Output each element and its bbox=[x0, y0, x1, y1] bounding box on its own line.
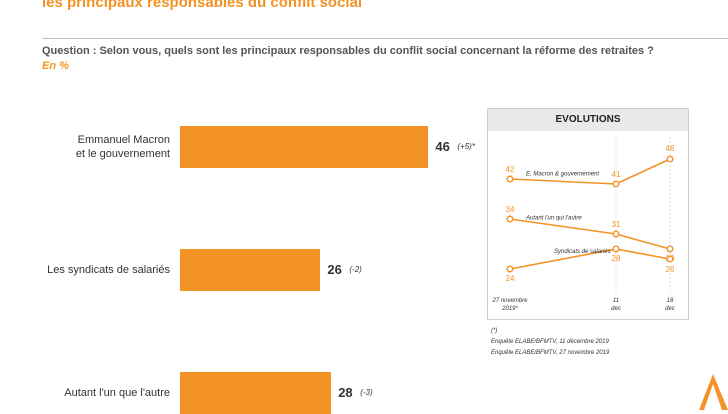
elabe-logo-icon bbox=[699, 374, 728, 410]
bar bbox=[180, 249, 321, 291]
bar-category-label-line: Autant l'un que l'autre bbox=[64, 387, 170, 399]
bar-value-label: 28 bbox=[338, 385, 353, 400]
series-value-label: 34 bbox=[506, 205, 515, 214]
note-asterisk: (*) bbox=[491, 328, 498, 334]
x-tick-label-line: 27 novembre bbox=[491, 298, 528, 304]
title-divider bbox=[42, 38, 728, 39]
note-source-2: Enquête ELABE/BFMTV, 27 novembre 2019 bbox=[491, 350, 610, 356]
x-tick-label-line: dec bbox=[611, 306, 621, 312]
x-tick-label: 27 novembre 2019* bbox=[491, 298, 528, 312]
question-text: Question : Selon vous, quels sont les pr… bbox=[42, 45, 654, 57]
bar-value-label: 46 bbox=[435, 139, 450, 154]
series-name-label: E. Macron & gouvernement bbox=[526, 172, 599, 178]
bar-category-label: Emmanuel Macron et le gouvernement bbox=[35, 133, 170, 161]
series-value-label: 46 bbox=[666, 144, 675, 153]
bar-category-label-line: Emmanuel Macron bbox=[77, 134, 170, 146]
series-value-label: 24 bbox=[506, 274, 515, 283]
series-value-label: 42 bbox=[506, 165, 515, 174]
bar-category-label: Autant l'un que l'autre bbox=[35, 386, 170, 400]
note-source-1: Enquête ELABE/BFMTV, 11 décembre 2019 bbox=[491, 339, 609, 345]
page-title: les principaux responsables du conflit s… bbox=[42, 0, 363, 11]
x-tick-label-line: 18 bbox=[667, 298, 674, 304]
series-value-label: 31 bbox=[612, 220, 621, 229]
series-point bbox=[506, 265, 514, 273]
series-name-label: Syndicats de salariés bbox=[554, 249, 611, 255]
series-point bbox=[506, 215, 514, 223]
x-tick-label-line: 2019* bbox=[501, 306, 518, 312]
bar bbox=[180, 126, 429, 168]
bar-category-label-line: Les syndicats de salariés bbox=[47, 264, 170, 276]
bar-change-label: (+5)* bbox=[457, 142, 475, 151]
series-line bbox=[509, 218, 671, 250]
bar-category-label: Les syndicats de salariés bbox=[35, 263, 170, 277]
x-tick-label: 18 dec bbox=[665, 298, 675, 312]
x-tick-label: 11 dec bbox=[611, 298, 621, 312]
unit-label: En % bbox=[42, 60, 69, 72]
bar-change-label: (-3) bbox=[360, 388, 373, 397]
series-name-label: Autant l'un qui l'autre bbox=[525, 216, 582, 222]
x-tick-label-line: dec bbox=[665, 306, 675, 312]
bar-change-label: (-2) bbox=[349, 265, 362, 274]
bar-value-label: 26 bbox=[327, 262, 342, 277]
bar bbox=[180, 372, 332, 414]
evolution-title: EVOLUTIONS bbox=[488, 109, 688, 131]
series-point bbox=[506, 175, 514, 183]
source-notes: (*) Enquête ELABE/BFMTV, 11 décembre 201… bbox=[491, 326, 609, 359]
bar-category-label-line: et le gouvernement bbox=[75, 148, 170, 160]
x-tick-label-line: 11 bbox=[613, 298, 619, 304]
evolution-panel: EVOLUTIONS 42 41 46 E. Macron & gouvernemen… bbox=[487, 108, 689, 320]
